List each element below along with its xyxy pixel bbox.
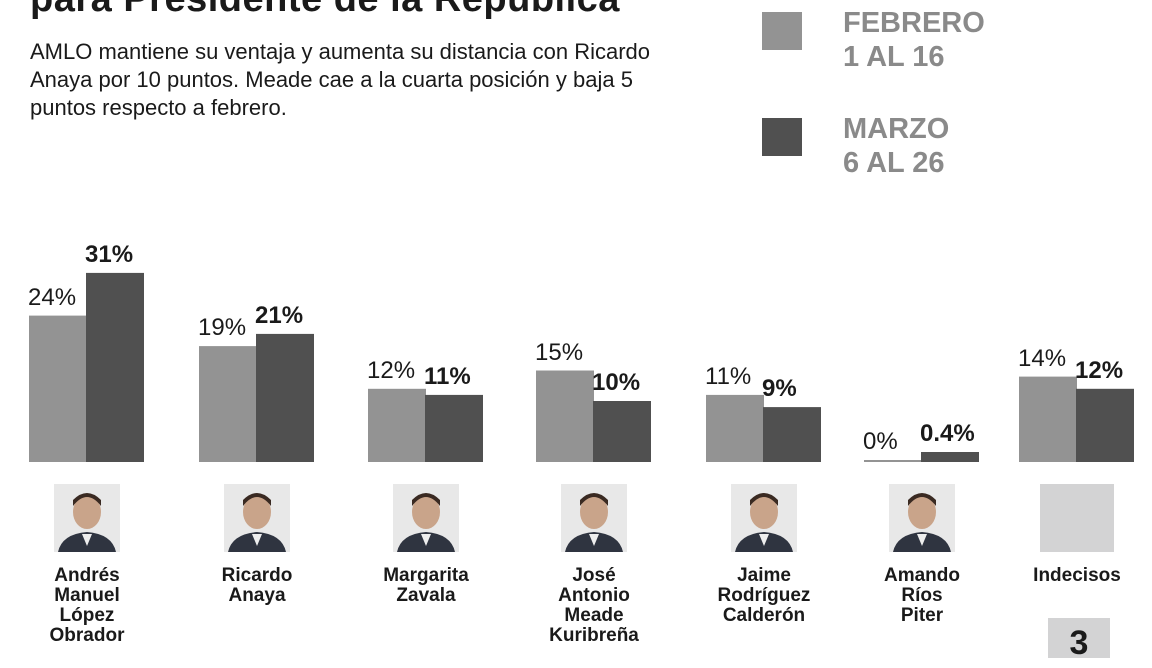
bar-febrero (536, 370, 594, 462)
data-label: 11% (705, 362, 752, 390)
bar-marzo (86, 272, 144, 462)
bar-marzo (425, 394, 483, 462)
candidate-photo (224, 484, 290, 552)
candidate-name: Jaime Rodríguez Calderón (717, 565, 811, 626)
candidate-photo (731, 484, 797, 552)
legend-swatch-marzo (762, 118, 802, 156)
candidate-photo (561, 484, 627, 552)
candidate-photo (393, 484, 459, 552)
data-label: 19% (198, 314, 247, 342)
bar-febrero (29, 315, 87, 462)
legend-swatch-febrero (762, 12, 802, 50)
page-badge: 3 (1048, 618, 1110, 662)
data-label: 12% (367, 356, 416, 384)
candidate-photo (54, 484, 120, 552)
bar-marzo (1076, 388, 1134, 462)
bar-febrero (1019, 376, 1077, 462)
data-label: 12% (1075, 356, 1124, 384)
chart-title: para Presidente de la República (30, 0, 620, 21)
legend-label-marzo: MARZO 6 AL 26 (843, 113, 950, 179)
bar-marzo (763, 407, 821, 462)
data-label: 31% (85, 240, 134, 268)
candidate-name: Amando Ríos Piter (884, 565, 960, 626)
candidate-name: Ricardo Anaya (221, 565, 293, 606)
data-label: 24% (28, 283, 77, 311)
data-label: 0.4% (920, 420, 975, 447)
candidate-name: Andrés Manuel López Obrador (49, 565, 125, 646)
data-label: 21% (255, 301, 304, 329)
bar-marzo (256, 333, 314, 462)
bar-marzo (921, 452, 979, 462)
bar-febrero (199, 346, 257, 462)
chart-subtitle: AMLO mantiene su ventaja y aumenta su di… (30, 39, 650, 120)
placeholder-image (1040, 484, 1114, 552)
bar-febrero (864, 460, 922, 462)
candidate-name: José Antonio Meade Kuribreña (549, 565, 639, 646)
data-label: 9% (762, 375, 797, 403)
candidate-name: Margarita Zavala (383, 565, 469, 606)
candidate-photo (889, 484, 955, 552)
data-label: 14% (1018, 344, 1067, 372)
bar-febrero (706, 394, 764, 462)
data-label: 11% (424, 362, 471, 390)
bar-marzo (593, 401, 651, 462)
legend-label-febrero: FEBRERO 1 AL 16 (843, 7, 985, 73)
candidate-name: Indecisos (1033, 565, 1121, 586)
data-label: 0% (863, 428, 898, 455)
bar-chart (29, 272, 1134, 462)
data-label: 10% (592, 369, 641, 396)
data-label: 15% (535, 338, 584, 366)
bar-febrero (368, 388, 426, 462)
